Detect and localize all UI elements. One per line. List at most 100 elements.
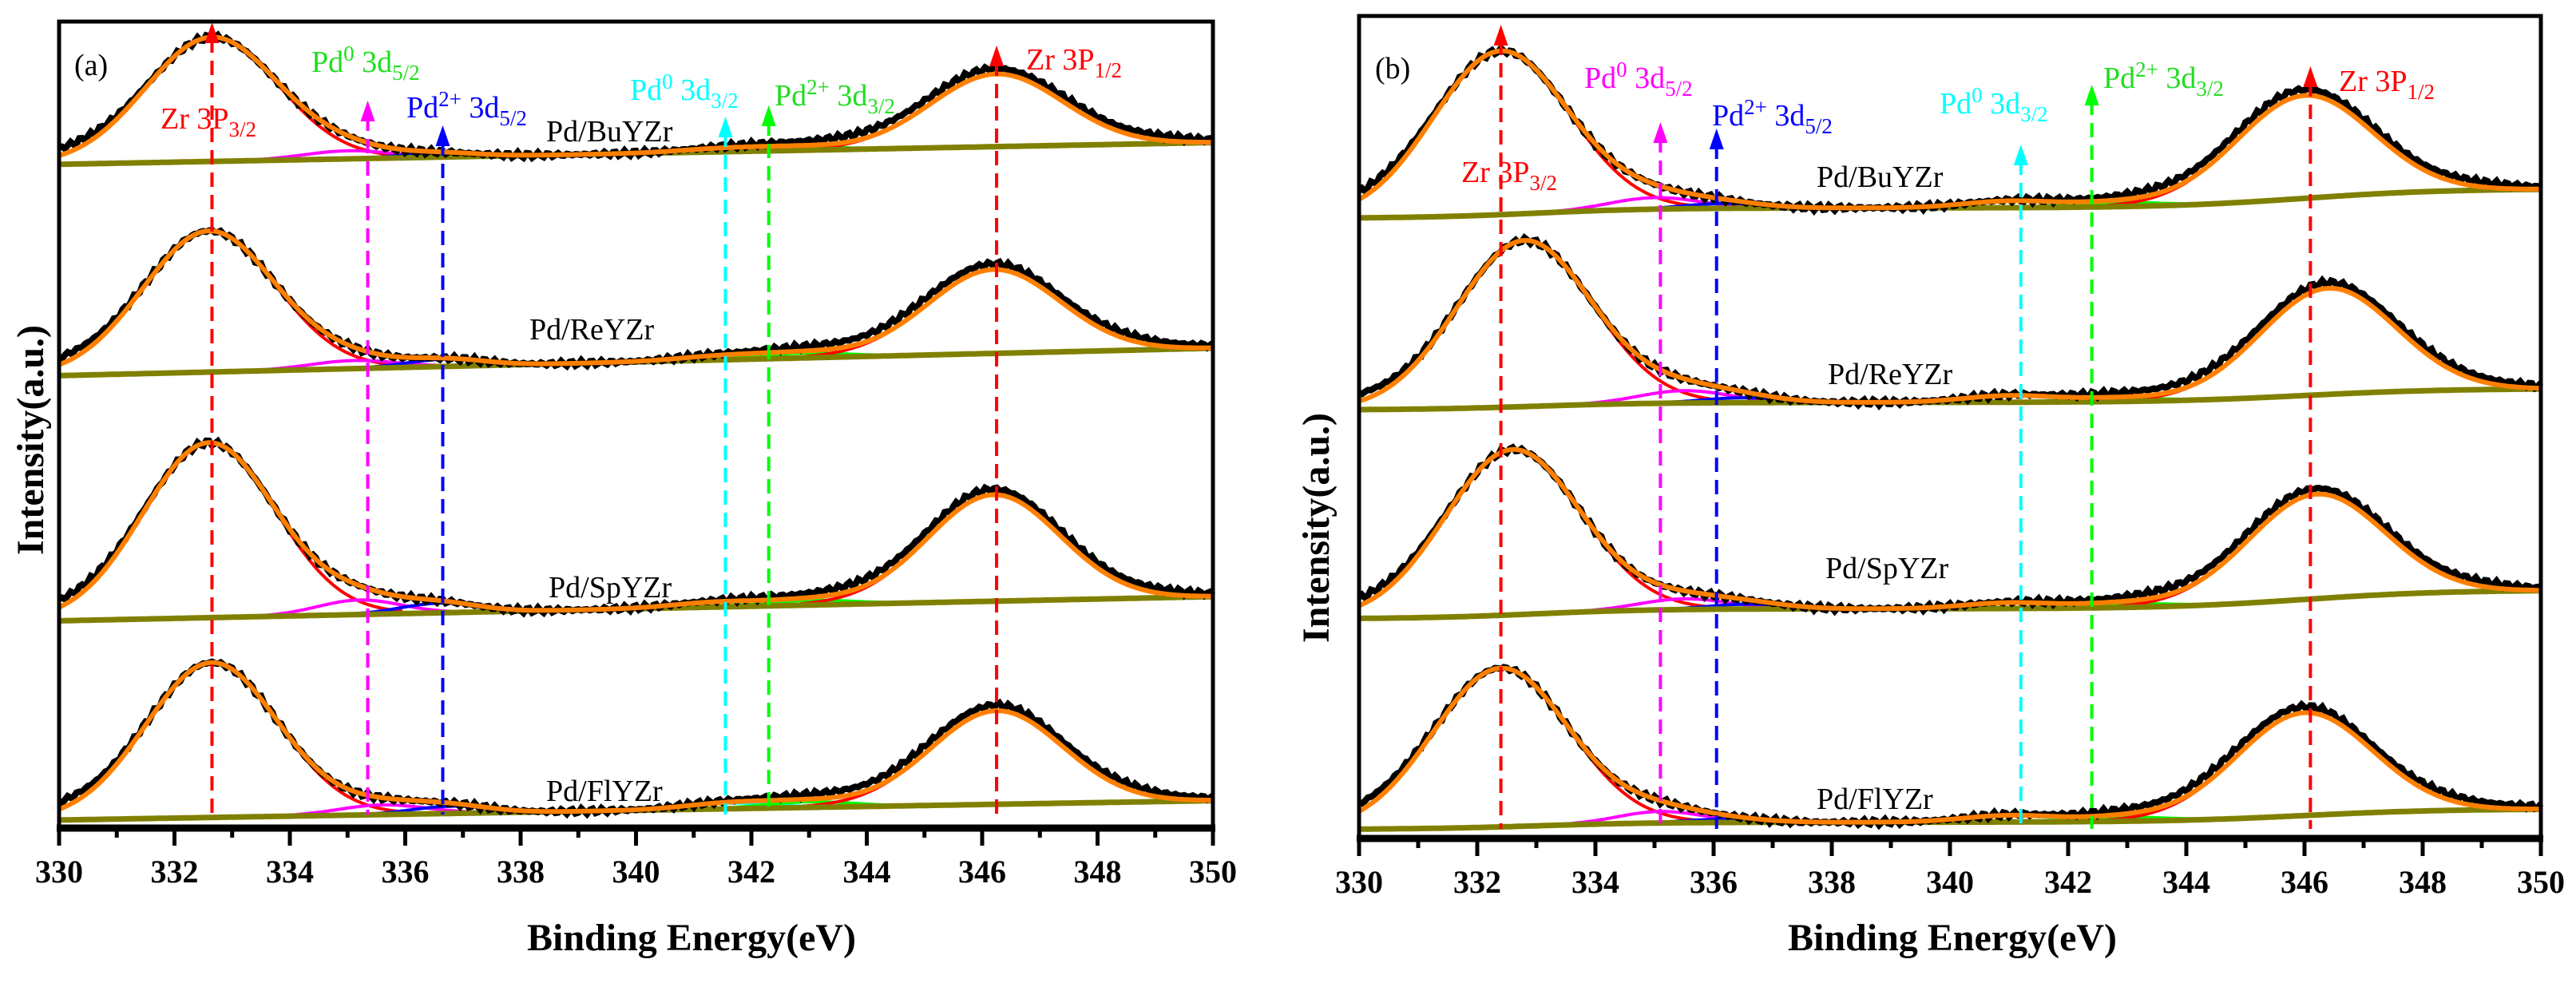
sample-label: Pd/BuYZr <box>1817 161 1944 194</box>
label-mid: 3d <box>355 46 393 79</box>
x-tick-label: 332 <box>1453 864 1501 900</box>
label-sub: 3/2 <box>867 94 895 118</box>
label-base: Zr 3P <box>1026 43 1095 77</box>
label-sub: 1/2 <box>1095 58 1123 82</box>
spectrum-pd-spyzr <box>57 436 1215 624</box>
x-tick-label: 336 <box>1690 864 1738 900</box>
arrow-up-icon <box>1653 122 1668 143</box>
arrow-up-icon <box>761 105 776 126</box>
label-mid: 3d <box>673 73 711 107</box>
x-tick-label: 350 <box>1189 854 1237 890</box>
label-sup: 2+ <box>438 87 462 111</box>
sample-label: Pd/FlYZr <box>1817 783 1933 816</box>
x-tick-label: 344 <box>2162 864 2210 900</box>
x-tick-label: 350 <box>2517 864 2565 900</box>
label-mid: 3d <box>1983 87 2021 121</box>
label-base: Pd <box>406 91 438 125</box>
label-mid: 3d <box>2158 61 2197 95</box>
y-axis-label: Intensity(a.u.) <box>10 325 52 555</box>
sample-label: Pd/FlYZr <box>546 775 663 808</box>
label-sup: 0 <box>1972 83 1983 107</box>
label-sub: 5/2 <box>392 61 420 85</box>
panel-b: Pd/BuYZr Pd/ReYZr Pd/SpYZr Pd/FlYZr Zr 3P 3/2… <box>1295 14 2565 959</box>
experimental-line <box>1357 664 2544 830</box>
arrow-up-icon <box>1493 25 1508 46</box>
arrow-up-icon <box>1709 129 1724 149</box>
x-axis-label: Binding Energy(eV) <box>1788 917 2117 959</box>
plot-frame <box>1357 14 2543 841</box>
marker-label-pd0_32: Pd0 3d3/2 <box>630 69 739 113</box>
label-mid: 3d <box>830 79 868 113</box>
arrow-up-icon <box>2013 145 2028 165</box>
x-tick-label: 336 <box>382 854 430 890</box>
marker-label-pd0_32: Pd0 3d3/2 <box>1940 83 2048 126</box>
x-tick-label: 342 <box>2044 864 2092 900</box>
label-sup: 0 <box>662 69 673 93</box>
x-tick-label: 348 <box>2399 864 2447 900</box>
fit-line <box>1357 665 2541 825</box>
label-base: Zr 3P <box>2339 65 2408 98</box>
label-sup: 0 <box>343 42 355 65</box>
x-tick-label: 340 <box>1926 864 1974 900</box>
x-tick-label: 334 <box>266 854 314 890</box>
marker-label-zr12: Zr 3P1/2 <box>1026 43 1122 82</box>
label-base: Pd <box>775 79 806 113</box>
marker-label-zr12: Zr 3P1/2 <box>2339 65 2435 104</box>
label-base: Zr 3P <box>161 102 229 136</box>
panel-label: (a) <box>74 49 108 82</box>
label-sup: 0 <box>1616 57 1627 81</box>
fit-line <box>1357 48 2541 211</box>
spectrum-pd-reyzr <box>57 226 1215 379</box>
panel-label: (b) <box>1375 52 1410 85</box>
x-tick-label: 346 <box>958 854 1006 890</box>
sample-label: Pd/BuYZr <box>546 115 673 149</box>
x-tick-label: 338 <box>1808 864 1856 900</box>
fit-line <box>1357 446 2541 612</box>
spectrum-pd-reyzr <box>1357 232 2544 413</box>
arrow-up-icon <box>204 22 220 43</box>
arrow-up-icon <box>2303 66 2318 87</box>
spectrum-pd-spyzr <box>1357 443 2542 621</box>
x-tick-label: 330 <box>1335 864 1383 900</box>
marker-label-pd0_52: Pd0 3d5/2 <box>311 42 420 85</box>
x-axis-label: Binding Energy(eV) <box>527 917 856 959</box>
label-sub: 3/2 <box>229 117 257 141</box>
label-base: Pd <box>1712 99 1744 133</box>
label-sub: 3/2 <box>2196 77 2224 101</box>
label-sub: 3/2 <box>1530 171 1558 195</box>
marker-label-pd2_52: Pd2+ 3d5/2 <box>406 87 527 130</box>
sample-label: Pd/SpYZr <box>549 571 672 604</box>
arrow-up-icon <box>989 46 1005 66</box>
x-tick-label: 332 <box>151 854 199 890</box>
fit-line <box>57 660 1213 815</box>
spectrum-pd-flyzr <box>1357 664 2544 832</box>
sample-label: Pd/ReYZr <box>1828 358 1953 391</box>
arrow-up-icon <box>718 117 733 137</box>
label-sup: 2+ <box>2135 57 2158 81</box>
x-tick-label: 340 <box>612 854 660 890</box>
label-base: Pd <box>630 73 662 107</box>
label-sub: 3/2 <box>711 89 739 113</box>
fit-line <box>1358 238 2542 405</box>
sample-label: Pd/SpYZr <box>1825 552 1948 585</box>
marker-label-pd2_52: Pd2+ 3d5/2 <box>1712 95 1833 138</box>
marker-label-pd0_52: Pd0 3d5/2 <box>1584 57 1693 101</box>
x-tick-label: 338 <box>497 854 545 890</box>
x-tick-label: 346 <box>2281 864 2328 900</box>
x-tick-label: 334 <box>1571 864 1619 900</box>
x-tick-label: 348 <box>1074 854 1122 890</box>
marker-label-pd2_32: Pd2+ 3d3/2 <box>775 75 895 118</box>
label-sup: 2+ <box>806 75 830 99</box>
label-base: Pd <box>1940 87 1972 121</box>
label-sub: 5/2 <box>1665 77 1693 101</box>
y-axis-label: Intensity(a.u.) <box>1295 413 1338 643</box>
x-tick-label: 344 <box>843 854 891 890</box>
sample-label: Pd/ReYZr <box>529 313 655 347</box>
label-mid: 3d <box>1767 99 1805 133</box>
label-sub: 1/2 <box>2408 80 2435 104</box>
arrow-up-icon <box>2084 85 2099 105</box>
label-base: Pd <box>1584 61 1616 95</box>
label-mid: 3d <box>462 91 500 125</box>
